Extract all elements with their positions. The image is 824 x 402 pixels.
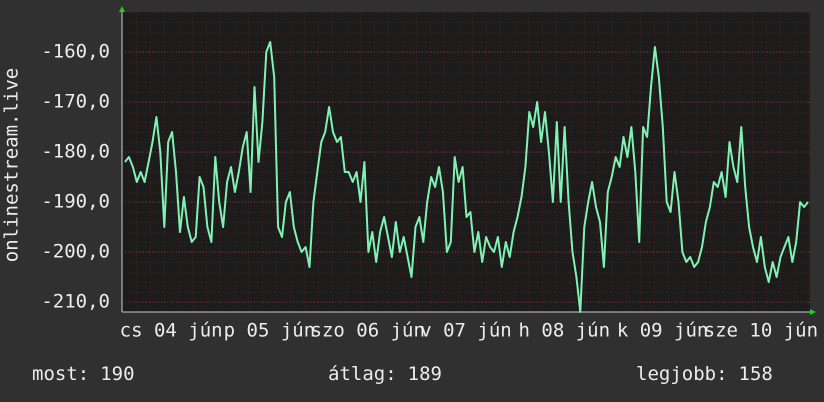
x-tick-label: v 07 jún xyxy=(420,320,512,342)
data-line xyxy=(124,41,809,313)
y-axis-arrow xyxy=(119,6,125,12)
minor-grid xyxy=(122,12,810,312)
footer-stat: legjobb: 158 xyxy=(636,363,773,385)
y-axis-label: onlinestream.live xyxy=(1,68,23,262)
stat-label: átlag: xyxy=(328,363,397,385)
stat-label: legjobb: xyxy=(636,363,728,385)
footer-stat: most: 190 xyxy=(32,363,135,385)
stat-value: 158 xyxy=(739,363,773,385)
x-tick-label: k 09 jún xyxy=(617,320,709,342)
x-tick-label: p 05 jún xyxy=(224,320,316,342)
y-tick-label: -210,0 xyxy=(41,291,110,313)
y-tick-label: -180,0 xyxy=(41,141,110,163)
footer-stat: átlag: 189 xyxy=(328,363,442,385)
y-tick-label: -160,0 xyxy=(41,41,110,63)
x-tick-label: sze 10 jún xyxy=(704,320,818,342)
y-tick-label: -190,0 xyxy=(41,191,110,213)
x-tick-label: cs 04 jún xyxy=(120,320,223,342)
stat-value: 190 xyxy=(100,363,134,385)
y-tick-label: -200,0 xyxy=(41,241,110,263)
x-tick-label: h 08 jún xyxy=(519,320,611,342)
stat-label: most: xyxy=(32,363,89,385)
y-tick-label: -170,0 xyxy=(41,91,110,113)
x-tick-label: szo 06 jún xyxy=(311,320,425,342)
x-axis-arrow xyxy=(810,309,816,315)
stat-value: 189 xyxy=(408,363,442,385)
